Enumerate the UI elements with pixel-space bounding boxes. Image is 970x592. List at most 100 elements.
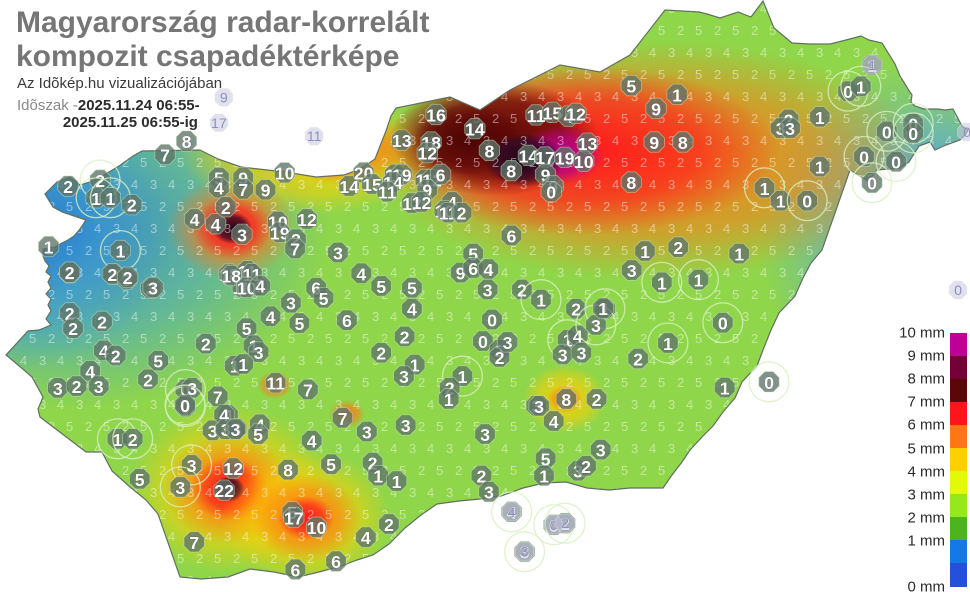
svg-text:1: 1: [815, 108, 825, 128]
svg-text:3: 3: [785, 119, 795, 139]
svg-text:4: 4: [483, 260, 493, 280]
svg-text:8: 8: [283, 461, 293, 481]
svg-text:2: 2: [517, 281, 527, 301]
svg-text:3: 3: [230, 420, 240, 440]
svg-text:6: 6: [468, 259, 478, 279]
svg-text:8: 8: [506, 162, 516, 182]
svg-text:2: 2: [221, 198, 231, 218]
svg-text:10: 10: [307, 518, 327, 538]
svg-text:5: 5: [376, 277, 386, 297]
svg-text:1: 1: [760, 179, 770, 199]
svg-text:5: 5: [407, 279, 417, 299]
svg-text:6: 6: [331, 552, 341, 572]
svg-text:12: 12: [297, 210, 317, 230]
svg-text:3: 3: [254, 343, 264, 363]
svg-text:1: 1: [444, 390, 454, 410]
svg-text:8: 8: [678, 133, 688, 153]
svg-text:7: 7: [189, 533, 199, 553]
svg-text:4: 4: [356, 264, 366, 284]
svg-text:2: 2: [561, 516, 569, 532]
svg-text:0: 0: [180, 396, 190, 416]
svg-text:6: 6: [436, 165, 446, 185]
svg-text:3: 3: [596, 441, 606, 461]
svg-text:0: 0: [802, 192, 812, 212]
svg-text:4: 4: [549, 412, 559, 432]
svg-text:1: 1: [44, 238, 54, 258]
svg-text:22: 22: [214, 481, 234, 501]
svg-text:7: 7: [338, 409, 348, 429]
svg-text:4: 4: [190, 210, 200, 230]
svg-text:1: 1: [392, 472, 402, 492]
svg-text:7: 7: [160, 146, 170, 166]
svg-text:19: 19: [555, 148, 575, 168]
svg-text:0: 0: [546, 183, 556, 203]
svg-text:5: 5: [319, 289, 329, 309]
svg-text:1: 1: [693, 271, 703, 291]
svg-text:2: 2: [72, 377, 82, 397]
svg-text:9: 9: [651, 99, 661, 119]
svg-text:2: 2: [571, 300, 581, 320]
svg-text:3: 3: [333, 243, 343, 263]
svg-text:8: 8: [182, 132, 192, 152]
svg-text:1: 1: [776, 192, 786, 212]
svg-text:3: 3: [521, 545, 529, 561]
svg-text:8: 8: [561, 390, 571, 410]
svg-text:5: 5: [253, 425, 263, 445]
svg-text:6: 6: [342, 311, 352, 331]
svg-text:2: 2: [63, 177, 73, 197]
svg-text:1: 1: [657, 273, 667, 293]
svg-text:9: 9: [220, 90, 228, 106]
svg-text:11: 11: [266, 374, 285, 394]
svg-text:2: 2: [384, 515, 394, 535]
svg-text:1: 1: [672, 85, 682, 105]
svg-text:10: 10: [574, 152, 594, 172]
svg-text:3: 3: [534, 397, 544, 417]
svg-text:11: 11: [307, 129, 322, 145]
svg-text:3: 3: [627, 261, 637, 281]
svg-text:0: 0: [487, 311, 497, 331]
svg-text:2: 2: [457, 204, 467, 224]
svg-text:1: 1: [720, 379, 730, 399]
svg-text:1: 1: [373, 467, 383, 487]
svg-text:3: 3: [175, 478, 185, 498]
svg-text:0: 0: [908, 124, 918, 144]
svg-text:5: 5: [153, 352, 163, 372]
svg-text:0: 0: [478, 332, 488, 352]
svg-text:3: 3: [94, 377, 104, 397]
svg-text:11: 11: [378, 183, 397, 203]
svg-text:0: 0: [718, 314, 728, 334]
svg-text:4: 4: [307, 432, 317, 452]
svg-text:3: 3: [362, 423, 372, 443]
svg-text:3: 3: [503, 333, 513, 353]
svg-text:3: 3: [558, 346, 568, 366]
svg-text:2: 2: [673, 238, 683, 258]
svg-text:3: 3: [484, 483, 494, 503]
svg-text:4: 4: [266, 307, 276, 327]
svg-text:4: 4: [255, 277, 265, 297]
svg-text:0: 0: [764, 373, 774, 393]
svg-text:10: 10: [275, 164, 295, 184]
svg-text:2: 2: [633, 350, 643, 370]
svg-text:1: 1: [238, 355, 248, 375]
svg-text:3: 3: [399, 367, 409, 387]
svg-text:3: 3: [237, 225, 247, 245]
svg-text:3: 3: [286, 294, 296, 314]
svg-text:2: 2: [143, 370, 153, 390]
svg-text:6: 6: [506, 226, 516, 246]
svg-text:2: 2: [111, 347, 121, 367]
svg-text:17: 17: [211, 116, 227, 132]
svg-text:7: 7: [238, 180, 248, 200]
svg-text:2: 2: [65, 263, 75, 283]
svg-text:3: 3: [53, 379, 63, 399]
svg-text:12: 12: [417, 144, 437, 164]
svg-text:16: 16: [426, 106, 446, 126]
svg-text:2: 2: [97, 312, 107, 332]
svg-text:0: 0: [867, 174, 877, 194]
svg-text:3: 3: [148, 278, 158, 298]
svg-text:2: 2: [107, 265, 117, 285]
svg-text:7: 7: [303, 381, 313, 401]
svg-text:1: 1: [115, 242, 125, 262]
svg-text:12: 12: [412, 193, 432, 213]
svg-text:2: 2: [376, 344, 386, 364]
svg-text:2: 2: [201, 335, 211, 355]
